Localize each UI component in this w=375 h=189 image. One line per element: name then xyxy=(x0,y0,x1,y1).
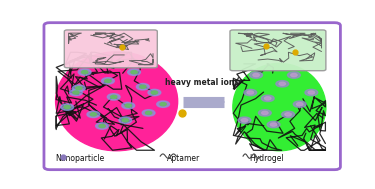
Circle shape xyxy=(238,117,251,123)
Circle shape xyxy=(72,85,85,91)
Circle shape xyxy=(253,74,260,77)
Circle shape xyxy=(140,85,146,88)
Circle shape xyxy=(78,69,91,75)
Circle shape xyxy=(61,104,74,110)
Circle shape xyxy=(69,89,82,96)
Circle shape xyxy=(96,123,108,129)
Circle shape xyxy=(267,121,280,128)
Circle shape xyxy=(305,89,318,96)
Circle shape xyxy=(258,110,271,116)
Circle shape xyxy=(151,91,157,94)
Circle shape xyxy=(136,84,149,90)
FancyBboxPatch shape xyxy=(64,30,158,68)
Circle shape xyxy=(262,111,268,115)
Circle shape xyxy=(148,89,161,96)
Circle shape xyxy=(122,102,135,109)
Circle shape xyxy=(261,95,274,101)
Circle shape xyxy=(90,113,97,116)
Circle shape xyxy=(64,105,70,109)
Circle shape xyxy=(276,81,289,87)
Ellipse shape xyxy=(233,64,326,151)
Circle shape xyxy=(122,119,129,122)
Circle shape xyxy=(293,101,306,107)
Circle shape xyxy=(244,89,257,96)
Ellipse shape xyxy=(56,52,178,151)
Circle shape xyxy=(128,69,141,75)
Text: Aptamer: Aptamer xyxy=(167,154,200,163)
Circle shape xyxy=(146,111,152,115)
Circle shape xyxy=(160,103,166,106)
Text: Nanoparticle: Nanoparticle xyxy=(56,154,105,163)
Circle shape xyxy=(285,113,291,116)
Circle shape xyxy=(247,91,254,94)
Circle shape xyxy=(119,117,132,123)
Circle shape xyxy=(308,91,315,94)
Circle shape xyxy=(250,72,262,78)
Circle shape xyxy=(76,87,82,90)
Circle shape xyxy=(87,111,100,118)
FancyBboxPatch shape xyxy=(230,30,326,71)
Circle shape xyxy=(125,104,132,107)
Circle shape xyxy=(264,97,271,100)
Circle shape xyxy=(270,123,277,126)
Circle shape xyxy=(102,78,114,84)
Circle shape xyxy=(288,72,300,78)
Circle shape xyxy=(111,95,117,98)
Circle shape xyxy=(105,79,111,82)
Text: heavy metal ions: heavy metal ions xyxy=(165,78,239,87)
Circle shape xyxy=(81,70,88,74)
Circle shape xyxy=(131,70,137,74)
Circle shape xyxy=(157,101,170,107)
Circle shape xyxy=(107,94,120,100)
Text: Hydrogel: Hydrogel xyxy=(249,154,284,163)
Circle shape xyxy=(142,110,155,116)
Circle shape xyxy=(297,103,303,106)
Circle shape xyxy=(241,119,248,122)
Circle shape xyxy=(73,91,79,94)
Circle shape xyxy=(99,124,105,128)
Circle shape xyxy=(282,111,294,118)
Circle shape xyxy=(291,74,297,77)
Circle shape xyxy=(279,82,285,85)
